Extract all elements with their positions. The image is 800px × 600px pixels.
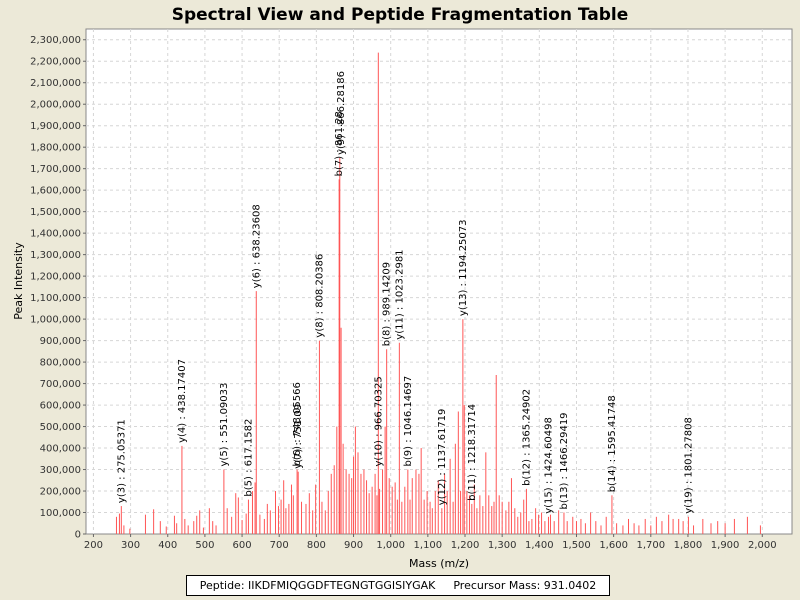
- x-tick-label: 1,200: [451, 540, 480, 551]
- peak-annotation: y(10) : 966.70325: [373, 376, 384, 466]
- x-axis-label: Mass (m/z): [409, 557, 469, 570]
- peak-annotation: y(7) : 751.09: [293, 404, 304, 469]
- y-tick-label: 1,400,000: [30, 229, 81, 240]
- y-tick-label: 2,300,000: [30, 35, 81, 46]
- y-tick-label: 0: [75, 530, 81, 541]
- x-tick-label: 200: [84, 540, 103, 551]
- peak-annotation: y(13) : 1194.25073: [458, 219, 469, 316]
- x-tick-label: 600: [233, 540, 252, 551]
- x-tick-label: 700: [270, 540, 289, 551]
- y-tick-label: 1,700,000: [30, 164, 81, 175]
- chart-title: Spectral View and Peptide Fragmentation …: [172, 5, 629, 25]
- plot-area: [85, 28, 793, 535]
- peak-annotation: y(19) : 1801.27808: [683, 417, 694, 514]
- peak-annotation: y(9) : 866.28186: [336, 71, 347, 155]
- peak-annotation: b(6) : 748.05566: [292, 382, 303, 466]
- y-tick-label: 2,000,000: [30, 100, 81, 111]
- y-tick-label: 500,000: [40, 422, 81, 433]
- y-tick-label: 1,200,000: [30, 272, 81, 283]
- x-tick-label: 1,800: [674, 540, 703, 551]
- x-tick-label: 500: [195, 540, 214, 551]
- peptide-sequence: Peptide: IIKDFMIQGGDFTEGNGTGGISIYGAK: [199, 579, 436, 592]
- peptide-info-box: Peptide: IIKDFMIQGGDFTEGNGTGGISIYGAK Pre…: [186, 575, 610, 596]
- peak-annotation: y(12) : 1137.61719: [437, 409, 448, 506]
- y-tick-label: 1,100,000: [30, 293, 81, 304]
- y-tick-label: 2,200,000: [30, 57, 81, 68]
- x-tick-label: 2,000: [748, 540, 777, 551]
- y-tick-label: 800,000: [40, 358, 81, 369]
- peak-annotation: b(5) : 617.1582: [243, 419, 254, 497]
- y-tick-label: 1,600,000: [30, 186, 81, 197]
- peak-annotation: y(6) : 638.23608: [251, 204, 262, 288]
- y-axis: 0 100,000 200,000 300,000 400,000 500,000 600,…: [30, 35, 86, 541]
- chart-canvas: Spectral View and Peptide Fragmentation …: [12, 5, 793, 570]
- x-tick-label: 1,300: [488, 540, 517, 551]
- peaks: [115, 52, 761, 534]
- x-tick-label: 1,900: [711, 540, 740, 551]
- y-tick-label: 1,000,000: [30, 315, 81, 326]
- peak-annotation: b(7) : 861.28: [334, 111, 345, 176]
- peak-annotation: b(13) : 1466.29419: [559, 412, 570, 509]
- x-tick-label: 1,500: [562, 540, 591, 551]
- y-tick-label: 1,800,000: [30, 143, 81, 154]
- peak-annotation: y(11) : 1023.2981: [394, 249, 405, 339]
- y-tick-label: 1,300,000: [30, 250, 81, 261]
- x-tick-label: 900: [344, 540, 363, 551]
- peak-annotation: y(3) : 275.05371: [116, 419, 127, 503]
- y-tick-label: 200,000: [40, 487, 81, 498]
- peak-annotation: b(8) : 989.14209: [382, 262, 393, 346]
- x-tick-label: 1,600: [599, 540, 628, 551]
- x-tick-label: 300: [121, 540, 140, 551]
- x-tick-label: 1,400: [525, 540, 554, 551]
- peak-annotation: b(12) : 1365.24902: [521, 389, 532, 486]
- y-tick-label: 300,000: [40, 465, 81, 476]
- peak-annotation: y(15) : 1424.60498: [544, 417, 555, 514]
- y-tick-label: 900,000: [40, 336, 81, 347]
- peak-annotation: y(4) : 438.17407: [177, 359, 188, 443]
- y-tick-label: 2,100,000: [30, 78, 81, 89]
- y-tick-label: 400,000: [40, 444, 81, 455]
- y-tick-label: 1,500,000: [30, 207, 81, 218]
- x-tick-label: 1,000: [376, 540, 405, 551]
- peak-annotation: b(11) : 1218.31714: [467, 404, 478, 501]
- x-tick-label: 1,100: [414, 540, 443, 551]
- x-tick-label: 400: [158, 540, 177, 551]
- y-tick-label: 600,000: [40, 401, 81, 412]
- peak-annotation: b(9) : 1046.14697: [403, 376, 414, 467]
- gridlines: [86, 29, 792, 534]
- y-axis-label: Peak Intensity: [12, 242, 25, 320]
- x-tick-label: 1,700: [636, 540, 665, 551]
- peak-annotation: b(14) : 1595.41748: [607, 395, 618, 492]
- peak-annotation: y(5) : 551.09033: [219, 383, 230, 467]
- y-tick-label: 100,000: [40, 508, 81, 519]
- y-tick-label: 700,000: [40, 379, 81, 390]
- peak-annotation: y(8) : 808.20386: [314, 254, 325, 338]
- precursor-mass: Precursor Mass: 931.0402: [453, 579, 597, 592]
- peak-annotations: y(3) : 275.05371 y(4) : 438.17407 y(5) : 5…: [116, 71, 694, 514]
- x-tick-label: 800: [307, 540, 326, 551]
- y-tick-label: 1,900,000: [30, 121, 81, 132]
- x-axis: 200 300 400 500 600 700 800 900 1,000 1,100 1,200 1…: [84, 534, 777, 551]
